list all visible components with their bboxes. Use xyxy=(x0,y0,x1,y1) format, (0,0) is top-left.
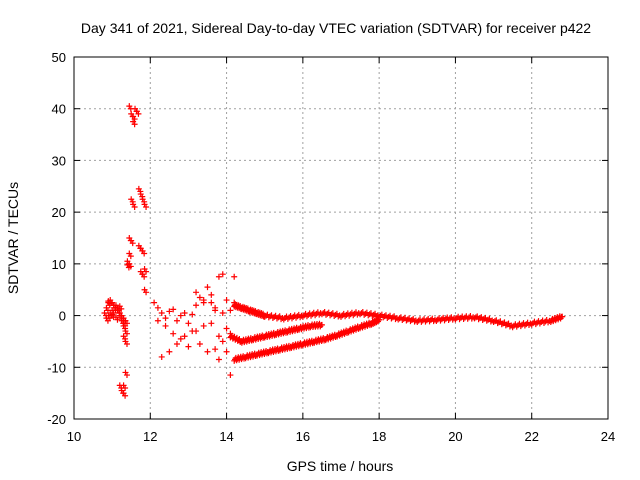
data-point xyxy=(215,356,222,363)
data-point xyxy=(166,348,173,355)
data-point xyxy=(215,333,222,340)
data-point xyxy=(189,311,196,318)
data-point xyxy=(318,321,325,328)
y-tick-label: 20 xyxy=(52,205,66,220)
axis-ticks: 10 12 14 16 18 20 22 24 -20 -10 0 10 20 30 40 50 xyxy=(47,50,615,444)
data-point xyxy=(129,240,136,247)
data-point xyxy=(114,316,121,323)
data-point xyxy=(212,307,219,314)
data-point xyxy=(123,372,130,379)
data-point xyxy=(223,297,230,304)
data-point xyxy=(122,392,129,399)
data-point xyxy=(219,271,226,278)
data-point xyxy=(212,346,219,353)
data-point xyxy=(200,297,207,304)
data-point xyxy=(127,253,134,260)
x-tick-label: 12 xyxy=(143,429,157,444)
plot-frame xyxy=(73,56,609,420)
data-point xyxy=(154,304,161,311)
y-tick-label: 50 xyxy=(52,50,66,65)
data-point xyxy=(151,299,158,306)
x-tick-label: 24 xyxy=(601,429,615,444)
y-tick-label: 40 xyxy=(52,102,66,117)
data-point xyxy=(131,116,138,123)
data-point xyxy=(177,335,184,342)
data-point xyxy=(185,320,192,327)
y-tick-label: 0 xyxy=(59,309,66,324)
x-tick-label: 20 xyxy=(448,429,462,444)
data-point xyxy=(143,289,150,296)
data-point xyxy=(200,322,207,329)
data-point xyxy=(231,273,238,280)
data-point xyxy=(123,320,130,327)
data-point xyxy=(196,341,203,348)
data-point xyxy=(141,273,148,280)
y-tick-label: 10 xyxy=(52,257,66,272)
data-point xyxy=(193,289,200,296)
data-point xyxy=(204,348,211,355)
data-point xyxy=(158,309,165,316)
data-point xyxy=(122,384,129,391)
grid xyxy=(74,57,608,419)
data-point xyxy=(376,316,383,323)
x-tick-label: 10 xyxy=(67,429,81,444)
data-point xyxy=(223,348,230,355)
data-point xyxy=(158,353,165,360)
data-point xyxy=(170,306,177,313)
data-point xyxy=(196,294,203,301)
data-point xyxy=(162,315,169,322)
data-point xyxy=(143,268,150,275)
data-point xyxy=(106,300,113,307)
data-point xyxy=(173,317,180,324)
data-point xyxy=(193,302,200,309)
chart-title: Day 341 of 2021, Sidereal Day-to-day VTE… xyxy=(81,20,591,36)
data-point xyxy=(123,341,130,348)
data-point xyxy=(181,309,188,316)
x-tick-label: 18 xyxy=(372,429,386,444)
data-point xyxy=(143,203,150,210)
data-point xyxy=(127,263,134,270)
data-point xyxy=(141,250,148,257)
data-point xyxy=(208,299,215,306)
data-point xyxy=(154,317,161,324)
data-point xyxy=(166,308,173,315)
data-point xyxy=(135,110,142,117)
x-axis-label: GPS time / hours xyxy=(287,458,394,474)
y-axis-label: SDTVAR / TECUs xyxy=(5,182,21,294)
data-point xyxy=(189,328,196,335)
data-point xyxy=(215,273,222,280)
data-point xyxy=(506,323,513,330)
x-tick-label: 22 xyxy=(524,429,538,444)
data-point xyxy=(559,313,566,320)
data-point xyxy=(204,284,211,291)
data-point xyxy=(223,325,230,332)
y-tick-label: -10 xyxy=(47,360,66,375)
data-point xyxy=(219,309,226,316)
data-points xyxy=(101,103,566,399)
data-point xyxy=(123,330,130,337)
data-point xyxy=(227,372,234,379)
data-point xyxy=(208,291,215,298)
data-point xyxy=(118,305,125,312)
data-point xyxy=(131,203,138,210)
y-tick-label: -20 xyxy=(47,412,66,427)
data-point xyxy=(227,307,234,314)
x-tick-label: 16 xyxy=(296,429,310,444)
data-point xyxy=(219,338,226,345)
y-tick-label: 30 xyxy=(52,153,66,168)
data-point xyxy=(177,312,184,319)
data-point xyxy=(170,330,177,337)
data-point xyxy=(208,320,215,327)
data-point xyxy=(173,341,180,348)
data-point xyxy=(185,343,192,350)
data-point xyxy=(181,333,188,340)
data-point xyxy=(131,121,138,128)
x-tick-label: 14 xyxy=(219,429,233,444)
data-point xyxy=(162,322,169,329)
